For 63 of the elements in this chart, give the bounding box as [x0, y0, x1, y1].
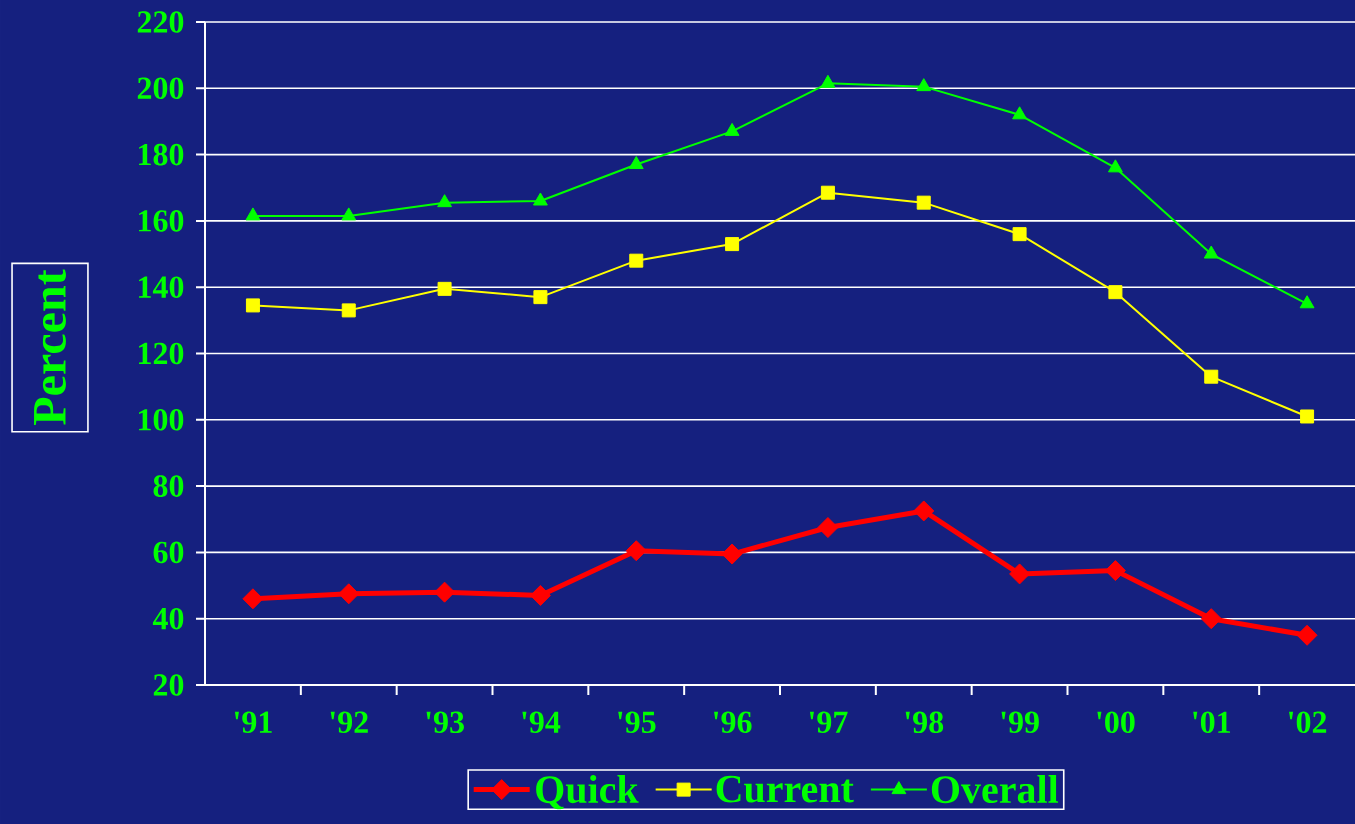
point — [1012, 227, 1027, 242]
x-tick-label: '97 — [809, 711, 848, 734]
point — [916, 78, 932, 92]
x-tick-label: '00 — [1097, 711, 1135, 734]
y-tick-label: 200 — [137, 77, 184, 100]
y-tick-label: 140 — [139, 276, 184, 298]
y-tick-label: 160 — [139, 210, 184, 232]
point — [1107, 159, 1123, 173]
point — [245, 207, 261, 221]
point — [341, 303, 356, 318]
point — [1012, 106, 1028, 120]
point — [916, 195, 931, 210]
point — [242, 588, 264, 610]
y-tick-label: 80 — [153, 475, 184, 497]
y-tick-label: 100 — [139, 408, 184, 431]
point — [629, 253, 644, 268]
point — [434, 581, 456, 603]
x-tick-label: '99 — [1001, 711, 1039, 734]
point — [725, 237, 740, 252]
x-tick-label: '02 — [1289, 711, 1327, 734]
legend-label: Current — [716, 775, 854, 803]
point — [245, 298, 260, 313]
point — [724, 122, 740, 136]
point — [1108, 285, 1123, 300]
point — [1204, 369, 1219, 384]
legend-label: Overall — [931, 775, 1059, 804]
point — [625, 540, 647, 562]
point — [338, 583, 360, 605]
point — [1203, 245, 1219, 259]
y-tick-label: 180 — [139, 143, 184, 166]
point — [532, 192, 548, 206]
point — [529, 584, 551, 606]
y-tick-label: 60 — [153, 541, 184, 564]
point — [341, 207, 357, 221]
point — [437, 194, 453, 208]
point — [628, 156, 644, 170]
point — [1296, 624, 1318, 646]
y-tick-label: 120 — [139, 342, 184, 365]
y-tick-label: 220 — [137, 11, 184, 33]
point — [1200, 608, 1222, 630]
x-tick-label: '92 — [330, 711, 368, 734]
point — [913, 500, 935, 522]
point — [533, 290, 548, 305]
point — [820, 185, 835, 200]
point — [1009, 563, 1031, 585]
y-tick-label: 40 — [152, 607, 184, 630]
x-tick-label: '93 — [426, 711, 464, 734]
x-tick-label: '94 — [522, 711, 561, 734]
point — [820, 74, 836, 88]
y-axis-title: Percent — [34, 269, 66, 425]
point — [1299, 295, 1315, 309]
point — [1300, 409, 1315, 424]
point — [1104, 560, 1126, 582]
point — [817, 517, 839, 539]
x-tick-label: '98 — [905, 711, 944, 734]
y-tick-label: 20 — [153, 674, 184, 696]
legend-label: Quick — [536, 775, 639, 810]
x-tick-label: '96 — [714, 711, 752, 734]
x-tick-label: '95 — [618, 711, 656, 734]
point — [437, 281, 452, 296]
x-tick-label: '01 — [1193, 711, 1231, 734]
x-tick-label: '91 — [234, 711, 272, 734]
point — [721, 543, 743, 565]
